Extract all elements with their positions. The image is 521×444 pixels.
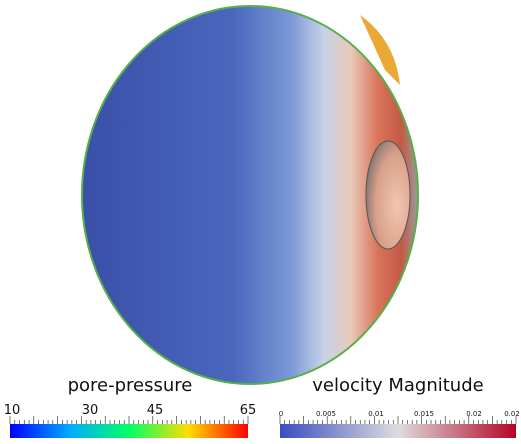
colorbar-title: velocity Magnitude xyxy=(312,375,483,396)
tick-label: 0.005 xyxy=(316,410,336,418)
tick-label: 45 xyxy=(147,403,164,418)
colorbar xyxy=(280,424,516,438)
tick-label: 0.02 xyxy=(466,410,482,418)
sphere-render xyxy=(81,5,419,385)
tick-label: 0.015 xyxy=(414,410,434,418)
tick-label: 10 xyxy=(4,403,21,418)
colorbar xyxy=(10,424,248,438)
tick-label: 0 xyxy=(279,410,283,418)
tick-label: 65 xyxy=(240,403,257,418)
tick-label: 0.01 xyxy=(368,410,384,418)
colorbar-title: pore-pressure xyxy=(68,375,193,396)
tick-label: 30 xyxy=(82,403,99,418)
tick-label: 0.02 xyxy=(504,410,520,418)
